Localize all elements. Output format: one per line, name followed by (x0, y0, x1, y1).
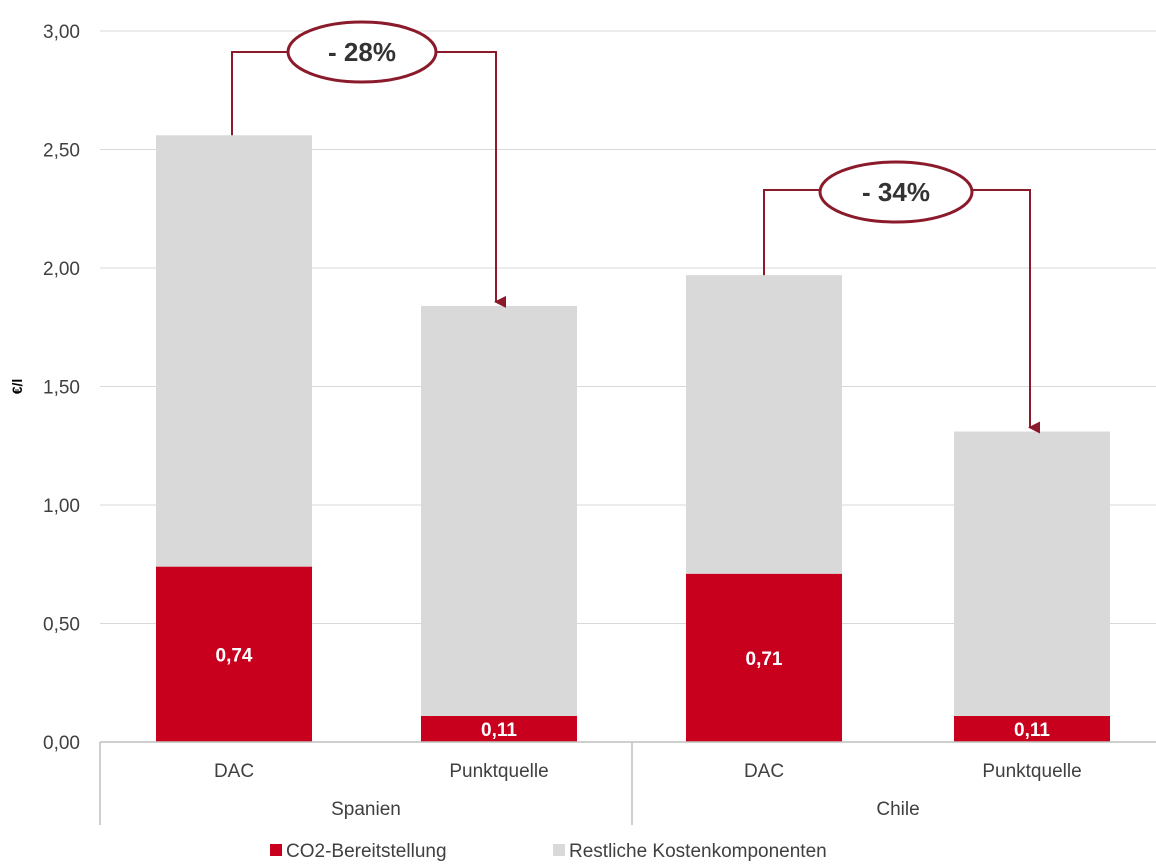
bar-rest (954, 431, 1110, 716)
bar-rest (421, 305, 577, 716)
group-label: Spanien (331, 799, 401, 820)
bar-rest (156, 135, 312, 567)
group-label: Chile (876, 799, 919, 820)
data-label: 0,74 (216, 645, 253, 666)
data-label: 0,11 (481, 720, 517, 741)
bar-co2 (954, 715, 1110, 742)
legend-label: CO2-Bereitstellung (286, 841, 447, 862)
annotation-ellipse (818, 160, 974, 224)
y-axis-label: €/l (9, 379, 25, 395)
legend: CO2-Bereitstellung Restliche Kostenkompon… (270, 841, 827, 862)
x-tick-label: Punktquelle (449, 761, 548, 782)
y-tick-label: 1,00 (43, 496, 80, 517)
bracket-line (231, 51, 288, 136)
x-tick-label: Punktquelle (982, 761, 1081, 782)
y-tick-label: 1,50 (43, 378, 80, 399)
annotation-ellipse (286, 20, 438, 84)
y-tick-label: 0,50 (43, 615, 80, 636)
bar-co2 (156, 566, 312, 742)
arrow-line (972, 189, 1040, 434)
bar-rest (686, 275, 842, 574)
data-label: 0,11 (1014, 720, 1050, 741)
legend-swatch (270, 844, 282, 856)
annotation-label: - 34% (862, 177, 930, 207)
annotation-label: - 28% (328, 37, 396, 67)
y-tick-label: 3,00 (43, 22, 80, 43)
arrow-line (436, 51, 506, 308)
y-tick-label: 2,50 (43, 141, 80, 162)
axes: 0,00 0,50 1,00 1,50 2,00 2,50 3,00 €/l DAC Punktq… (9, 22, 1156, 825)
y-tick-label: 0,00 (43, 733, 80, 754)
bars: 0,74 0,11 0,71 0,11 (156, 135, 1110, 742)
y-tick-label: 2,00 (43, 259, 80, 280)
bar-co2 (421, 715, 577, 742)
legend-swatch (553, 844, 565, 856)
x-tick-label: DAC (214, 761, 254, 782)
data-label: 0,71 (746, 649, 783, 670)
legend-label: Restliche Kostenkomponenten (569, 841, 827, 862)
annotations: - 28% - 34% (231, 20, 1040, 434)
bar-co2 (686, 573, 842, 742)
bracket-line (763, 189, 820, 276)
x-tick-label: DAC (744, 761, 784, 782)
